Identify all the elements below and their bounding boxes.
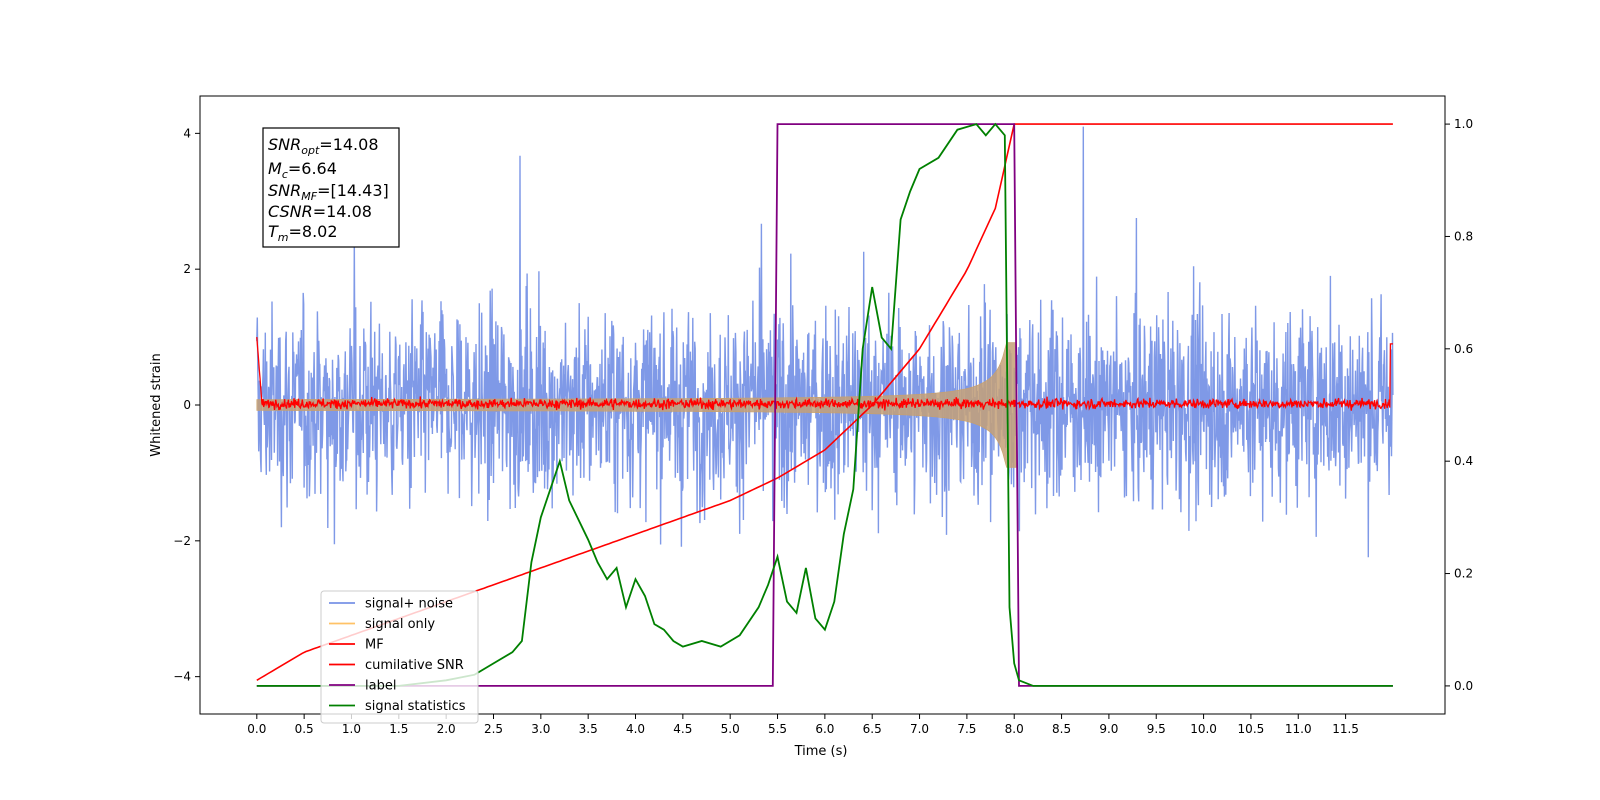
x-tick-label: 0.5	[295, 722, 314, 736]
annotation-csnr: CSNR=14.08	[268, 202, 372, 221]
stats-annotation: SNRopt=14.08 Mc=6.64 SNRMF=[14.43] CSNR=…	[262, 127, 400, 248]
x-tick-label: 10.5	[1238, 722, 1265, 736]
x-tick-label: 1.0	[342, 722, 361, 736]
x-tick-label: 3.5	[579, 722, 598, 736]
x-tick-label: 9.0	[1099, 722, 1118, 736]
x-tick-label: 5.5	[768, 722, 787, 736]
legend-label: cumilative SNR	[365, 658, 464, 673]
x-tick-label: 1.5	[389, 722, 408, 736]
x-tick-label: 11.0	[1285, 722, 1312, 736]
signal-statistics-line	[256, 122, 1393, 687]
annotation-snr-mf: SNRMF=[14.43]	[268, 181, 389, 203]
legend-label: signal only	[365, 617, 435, 632]
x-tick-label: 6.5	[863, 722, 882, 736]
annotation-box	[262, 127, 400, 248]
legend-box	[320, 590, 479, 724]
legend: signal+ noise signal only MF cumilative SNR…	[320, 590, 479, 724]
y-right-tick-label: 1.0	[1454, 117, 1473, 131]
legend-label: signal statistics	[365, 699, 466, 714]
annotation-snr-opt: SNRopt=14.08	[268, 135, 379, 157]
y-right-tick-label: 0.4	[1454, 454, 1473, 468]
left-y-axis-label: Whitened strain	[149, 353, 164, 456]
x-tick-label: 6.0	[815, 722, 834, 736]
x-tick-label: 3.0	[531, 722, 550, 736]
x-tick-label: 7.5	[957, 722, 976, 736]
signal-noise-line	[256, 126, 1394, 558]
x-tick-label: 4.5	[673, 722, 692, 736]
y-right-tick-label: 0.8	[1454, 229, 1473, 243]
x-axis-ticks: 0.0 0.5 1.0 1.5 2.0 2.5 3.0 3.5 4.0 4.5 5.0 5.5 6.0 6…	[247, 714, 1359, 736]
x-tick-label: 10.0	[1190, 722, 1217, 736]
y-left-tick-label: 2	[183, 262, 191, 276]
y-left-tick-label: −2	[173, 534, 191, 548]
x-tick-label: 2.0	[437, 722, 456, 736]
y-left-tick-label: 4	[183, 126, 191, 140]
y-left-tick-label: 0	[183, 398, 191, 412]
x-tick-label: 4.0	[626, 722, 645, 736]
x-tick-label: 8.5	[1052, 722, 1071, 736]
x-tick-label: 11.5	[1332, 722, 1359, 736]
x-tick-label: 8.0	[1005, 722, 1024, 736]
legend-label: MF	[365, 638, 384, 653]
y-right-tick-label: 0.2	[1454, 567, 1473, 581]
mf-line	[256, 337, 1393, 411]
y-right-tick-label: 0.6	[1454, 342, 1473, 356]
x-tick-label: 0.0	[247, 722, 266, 736]
legend-label: signal+ noise	[365, 597, 453, 612]
x-axis-label: Time (s)	[794, 744, 848, 759]
annotation-tm: Tm=8.02	[268, 222, 338, 244]
x-tick-label: 7.0	[910, 722, 929, 736]
y-left-tick-label: −4	[173, 670, 191, 684]
x-tick-label: 2.5	[484, 722, 503, 736]
annotation-mc: Mc=6.64	[268, 159, 337, 181]
x-tick-label: 5.0	[721, 722, 740, 736]
x-tick-label: 9.5	[1147, 722, 1166, 736]
y-right-tick-label: 0.0	[1454, 679, 1473, 693]
legend-label: label	[365, 679, 396, 694]
left-y-axis-ticks: 4 2 0 −2 −4	[173, 126, 200, 684]
right-y-axis-ticks: 1.0 0.8 0.6 0.4 0.2 0.0	[1445, 117, 1473, 693]
